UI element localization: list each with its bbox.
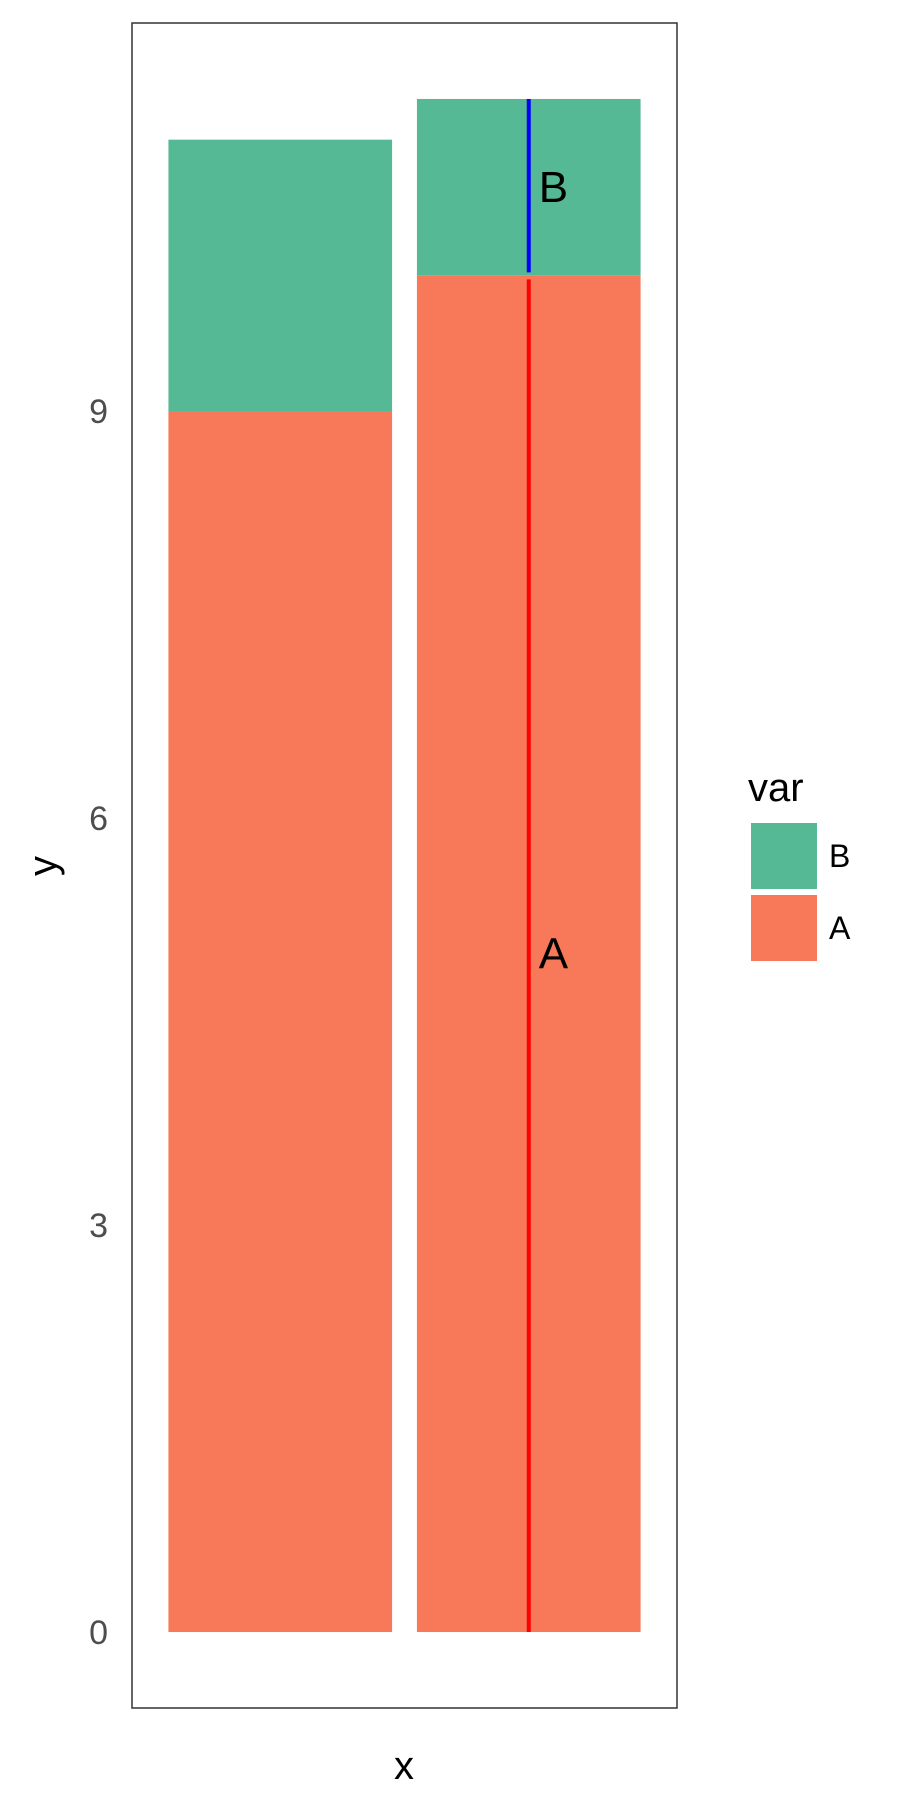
y-tick-label: 9 [89, 393, 108, 431]
legend-key-A [751, 895, 817, 961]
legend-title: var [748, 766, 804, 810]
legend-key-B [751, 823, 817, 889]
y-axis-ticks: 0 3 6 9 [89, 393, 108, 1652]
annotations-layer: BA [539, 163, 569, 979]
y-tick-label: 3 [89, 1207, 108, 1245]
panel-border [131, 22, 678, 1709]
bar-segment-A-1 [168, 411, 393, 1633]
y-axis-title: y [21, 856, 65, 876]
bar-segment-B-1 [168, 139, 393, 412]
annotation-A: A [539, 930, 569, 979]
legend-label-B: B [829, 838, 850, 874]
x-axis-title: x [394, 1744, 414, 1788]
y-tick-label: 6 [89, 800, 108, 838]
legend: var BA [748, 766, 851, 961]
legend-label-A: A [829, 910, 851, 946]
y-tick-label: 0 [89, 1614, 108, 1652]
annotation-B: B [539, 163, 568, 212]
